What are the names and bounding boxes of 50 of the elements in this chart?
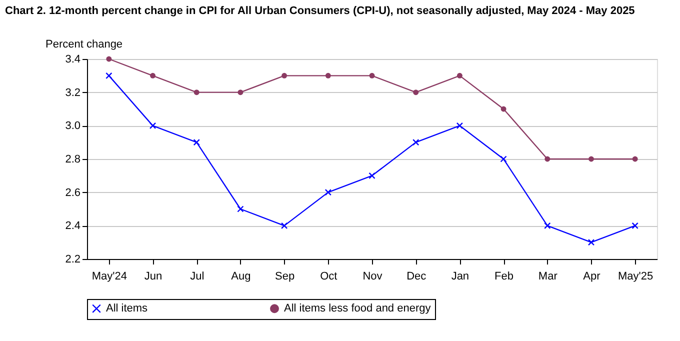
x-tick-label: Aug <box>231 270 251 282</box>
point <box>237 206 244 212</box>
point <box>588 238 595 246</box>
point <box>280 222 288 230</box>
point <box>368 172 376 180</box>
point <box>500 156 507 162</box>
point <box>500 106 506 112</box>
y-tick-label: 3.4 <box>65 54 80 66</box>
y-axis-title: Percent change <box>46 38 123 50</box>
x-tick-label: Jan <box>451 270 470 282</box>
point <box>325 72 331 78</box>
point <box>193 138 200 146</box>
point <box>149 122 156 130</box>
point <box>238 90 244 96</box>
point <box>456 72 462 78</box>
point <box>544 222 551 230</box>
x-tick-label: Oct <box>320 270 338 282</box>
point <box>369 72 375 78</box>
point <box>632 156 638 162</box>
y-tick-label: 2.4 <box>65 220 80 232</box>
point <box>412 138 420 146</box>
point <box>588 156 594 162</box>
y-tick-label: 2.2 <box>65 254 80 266</box>
legend-label: All items <box>106 302 148 315</box>
point <box>324 188 332 196</box>
x-tick-label: Dec <box>406 270 427 282</box>
chart-title: Chart 2. 12-month percent change in CPI for All Urban Consumers (CPI-U), not seasonally adjusted, May 2024 - May 2025 <box>5 5 635 17</box>
point <box>282 72 288 78</box>
y-tick-label: 3.2 <box>65 86 80 99</box>
x-tick-label: Mar <box>538 270 558 282</box>
point <box>194 90 200 96</box>
legend-label: All items less food and energy <box>284 302 432 315</box>
point <box>106 56 112 62</box>
y-tick-label: 2.6 <box>65 186 80 199</box>
point <box>413 90 419 96</box>
point <box>150 72 156 78</box>
x-tick-label: Jul <box>190 270 204 282</box>
x-tick-label: May'24 <box>92 270 127 282</box>
x-tick-label: Nov <box>362 270 383 282</box>
x-tick-label: Sep <box>275 270 295 282</box>
x-tick-label: Feb <box>494 270 514 282</box>
y-tick-label: 3.0 <box>65 120 80 132</box>
point <box>632 222 638 230</box>
point <box>106 72 112 80</box>
point <box>544 156 550 162</box>
x-tick-label: Apr <box>583 270 601 282</box>
x-tick-label: Jun <box>144 270 162 282</box>
y-tick-label: 2.8 <box>65 154 80 166</box>
point <box>456 122 464 130</box>
x-tick-label: May'25 <box>618 270 654 282</box>
